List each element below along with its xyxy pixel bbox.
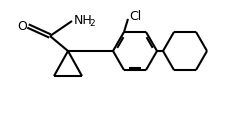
Text: 2: 2 [89, 18, 95, 27]
Text: Cl: Cl [129, 10, 141, 23]
Text: O: O [17, 20, 27, 33]
Text: NH: NH [74, 13, 92, 26]
